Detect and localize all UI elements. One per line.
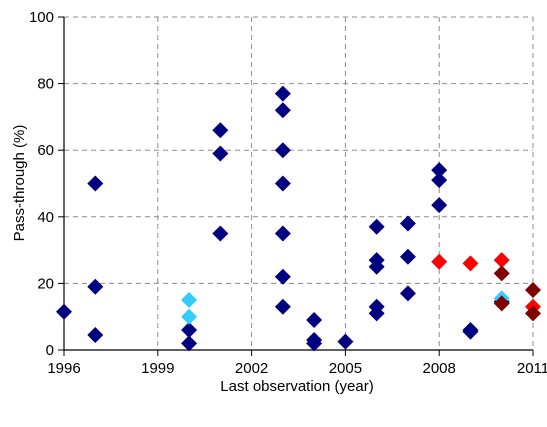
data-point-diamond [274, 225, 291, 242]
data-point-diamond [525, 282, 541, 299]
x-tick-label: 2011 [517, 360, 547, 377]
x-tick-label: 2005 [329, 360, 362, 377]
data-point-diamond [431, 253, 448, 270]
data-point-diamond [306, 335, 323, 352]
data-point-diamond [87, 278, 104, 295]
data-point-diamond [212, 145, 229, 162]
data-point-diamond [431, 172, 448, 189]
x-tick-label: 2008 [423, 360, 456, 377]
grid-lines [64, 16, 534, 350]
data-point-diamond [525, 305, 541, 322]
data-point-diamond [56, 303, 72, 320]
data-point-diamond [493, 265, 510, 282]
y-axis-title: Pass-through (%) [11, 125, 28, 242]
data-point-diamond [274, 85, 291, 102]
data-points [56, 85, 541, 352]
x-axis-title: Last observation (year) [220, 378, 373, 395]
x-tick-label: 1996 [47, 360, 80, 377]
data-point-diamond [181, 308, 198, 325]
data-point-diamond [87, 175, 104, 192]
data-point-diamond [431, 197, 448, 214]
data-point-diamond [274, 175, 291, 192]
x-tick-label: 2002 [235, 360, 268, 377]
data-point-diamond [493, 295, 510, 312]
data-point-diamond [306, 312, 323, 329]
data-point-diamond [493, 252, 510, 269]
data-point-diamond [462, 255, 479, 272]
data-point-diamond [399, 285, 416, 302]
data-point-diamond [462, 323, 479, 340]
data-point-diamond [431, 162, 448, 179]
data-point-diamond [368, 218, 385, 235]
data-point-diamond [399, 248, 416, 265]
tick-labels: 0 20 40 60 80 100 1996 1999 2002 2005 2008 2011 [29, 9, 547, 377]
data-point-diamond [274, 102, 291, 119]
data-point-diamond [337, 333, 354, 350]
data-point-diamond [274, 142, 291, 159]
y-tick-label: 80 [37, 76, 54, 93]
x-tick-label: 1999 [141, 360, 174, 377]
data-point-diamond [212, 225, 229, 242]
data-point-diamond [181, 335, 198, 352]
data-point-diamond [87, 327, 104, 344]
data-point-diamond [181, 292, 198, 309]
data-point-diamond [368, 258, 385, 275]
y-tick-label: 20 [37, 275, 54, 292]
data-point-diamond [368, 305, 385, 322]
y-tick-label: 100 [29, 9, 54, 26]
data-point-diamond [212, 122, 229, 139]
axes [58, 16, 534, 356]
data-point-diamond [274, 298, 291, 315]
y-tick-label: 40 [37, 209, 54, 226]
data-point-diamond [399, 215, 416, 232]
y-tick-label: 0 [46, 342, 54, 359]
data-point-diamond [181, 322, 198, 339]
data-point-diamond [274, 268, 291, 285]
y-tick-label: 60 [37, 142, 54, 159]
